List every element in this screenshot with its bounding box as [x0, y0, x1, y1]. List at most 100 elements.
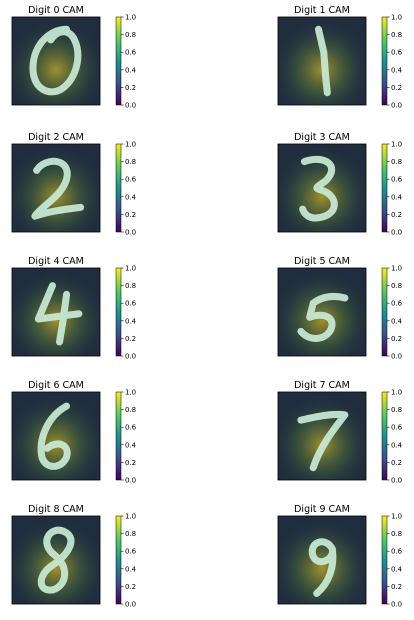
image-frame	[277, 515, 367, 605]
colorbar-tick-label: 0.2	[391, 211, 402, 219]
digit-stroke	[31, 157, 85, 220]
colorbar-tick-label: 0.4	[391, 441, 403, 449]
colorbar-tick-label: 0.6	[125, 49, 137, 57]
colorbar-tick-label: 0.4	[125, 193, 137, 201]
colorbar-tick-label: 1.0	[391, 389, 402, 397]
colorbar-tick-label: 0.6	[391, 424, 403, 432]
panel-title: Digit 0 CAM	[28, 5, 84, 16]
colorbar-tick-label: 0.8	[391, 282, 402, 290]
colorbar-tick-label: 0.6	[391, 49, 403, 57]
cam-panel-2: Digit 2 CAM 0.0 0.2 0.4 0.6 0.8 1.0	[11, 132, 137, 237]
colorbar-tick-label: 0.2	[125, 335, 136, 343]
cam-panel-6: Digit 6 CAM 0.0 0.2 0.4 0.6 0.8 1.0	[11, 380, 137, 485]
cam-panel-4: Digit 4 CAM 0.0 0.2 0.4 0.6 0.8 1.0	[11, 256, 137, 361]
colorbar-tick-label: 0.6	[125, 300, 137, 308]
colorbar	[381, 267, 388, 357]
image-frame	[11, 143, 101, 233]
colorbar-tick-label: 0.8	[125, 530, 136, 538]
colorbar-tick-label: 1.0	[125, 265, 136, 273]
colorbar-tick-label: 0.6	[391, 176, 403, 184]
colorbar-tick-label: 0.2	[125, 211, 136, 219]
image-frame	[277, 16, 367, 106]
colorbar-tick-label: 0.0	[125, 601, 136, 609]
colorbar-tick-label: 0.0	[125, 477, 136, 485]
panel-title: Digit 6 CAM	[28, 380, 84, 391]
colorbar-tick-label: 0.8	[125, 406, 136, 414]
digit-stroke	[297, 292, 349, 342]
colorbar	[115, 515, 122, 605]
colorbar-tick-label: 0.8	[125, 158, 136, 166]
panel-title: Digit 8 CAM	[28, 504, 84, 515]
colorbar-tick-label: 0.2	[125, 84, 136, 92]
colorbar-tick-label: 0.8	[125, 282, 136, 290]
colorbar-tick-label: 0.6	[391, 548, 403, 556]
colorbar-tick-label: 1.0	[391, 265, 402, 273]
cam-activation-overlay	[278, 392, 366, 480]
colorbar-tick-label: 0.8	[391, 530, 402, 538]
colorbar-tick-label: 0.4	[125, 441, 137, 449]
colorbar-tick-label: 0.6	[391, 300, 403, 308]
colorbar-tick-label: 0.0	[391, 102, 402, 110]
colorbar-tick-label: 0.4	[125, 317, 137, 325]
cam-panel-5: Digit 5 CAM 0.0 0.2 0.4 0.6 0.8 1.0	[277, 256, 403, 361]
panel-title: Digit 9 CAM	[294, 504, 350, 515]
colorbar	[381, 16, 388, 106]
cam-panel-7: Digit 7 CAM 0.0 0.2 0.4 0.6 0.8 1.0	[277, 380, 403, 485]
colorbar-tick-label: 1.0	[125, 513, 136, 521]
colorbar-tick-label: 1.0	[125, 14, 136, 22]
cam-panel-0: Digit 0 CAM 0.0 0.2 0.4 0.6 0.8 1.0	[11, 5, 137, 110]
colorbar-tick-label: 0.8	[125, 31, 136, 39]
colorbar-tick-label: 1.0	[391, 14, 402, 22]
digit-stroke	[29, 25, 82, 96]
colorbar-tick-label: 1.0	[391, 141, 402, 149]
colorbar	[115, 267, 122, 357]
image-frame	[11, 16, 101, 106]
colorbar	[381, 143, 388, 233]
colorbar-tick-label: 0.4	[391, 565, 403, 573]
colorbar-tick-label: 0.4	[391, 317, 403, 325]
panel-title: Digit 4 CAM	[28, 256, 84, 267]
image-frame	[277, 267, 367, 357]
cam-panel-9: Digit 9 CAM 0.0 0.2 0.4 0.6 0.8 1.0	[277, 504, 403, 609]
colorbar-tick-label: 0.8	[391, 31, 402, 39]
image-frame	[11, 515, 101, 605]
colorbar	[115, 143, 122, 233]
cam-activation-overlay	[12, 144, 100, 232]
colorbar	[115, 391, 122, 481]
colorbar-tick-label: 0.4	[125, 565, 137, 573]
colorbar	[381, 515, 388, 605]
image-frame	[277, 143, 367, 233]
colorbar-tick-label: 0.0	[125, 229, 136, 237]
colorbar-tick-label: 0.4	[391, 193, 403, 201]
colorbar	[115, 16, 122, 106]
colorbar-tick-label: 0.8	[391, 406, 402, 414]
panel-title: Digit 7 CAM	[294, 380, 350, 391]
cam-panel-1: Digit 1 CAM 0.0 0.2 0.4 0.6 0.8 1.0	[277, 5, 403, 110]
panel-title: Digit 1 CAM	[294, 5, 350, 16]
digit-stroke	[37, 526, 75, 594]
colorbar-tick-label: 0.2	[391, 335, 402, 343]
panel-title: Digit 3 CAM	[294, 132, 350, 143]
colorbar-tick-label: 0.0	[125, 353, 136, 361]
digit-stroke	[297, 410, 349, 472]
panel-title: Digit 5 CAM	[294, 256, 350, 267]
colorbar-tick-label: 0.8	[391, 158, 402, 166]
colorbar-tick-label: 0.4	[125, 66, 137, 74]
colorbar-tick-label: 0.2	[125, 583, 136, 591]
digit-stroke	[34, 282, 83, 346]
colorbar-tick-label: 1.0	[125, 141, 136, 149]
colorbar-tick-label: 0.2	[391, 583, 402, 591]
digit-stroke	[299, 155, 338, 222]
colorbar-tick-label: 0.0	[391, 353, 402, 361]
image-frame	[11, 391, 101, 481]
digit-stroke	[308, 538, 337, 597]
cam-activation-overlay	[12, 268, 100, 356]
colorbar-tick-label: 0.6	[125, 424, 137, 432]
colorbar-tick-label: 0.6	[125, 176, 137, 184]
colorbar-tick-label: 1.0	[125, 389, 136, 397]
colorbar-tick-label: 0.6	[125, 548, 137, 556]
colorbar-tick-label: 1.0	[391, 513, 402, 521]
colorbar-tick-label: 0.0	[391, 601, 402, 609]
colorbar	[381, 391, 388, 481]
